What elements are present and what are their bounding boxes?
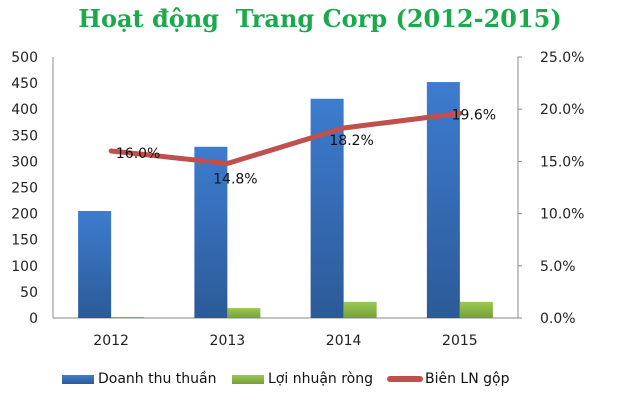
legend-label: Biên LN gộp [425, 371, 510, 387]
legend-item-doanh-thu: Doanh thu thuần [62, 368, 217, 390]
chart-title: Hoạt động Trang Corp (2012-2015) [78, 4, 562, 33]
right-tick-label: 10.0% [540, 207, 584, 223]
x-tick-label: 2013 [210, 333, 246, 349]
x-tick-label: 2015 [442, 333, 478, 349]
left-tick-label: 500 [11, 50, 38, 66]
legend-item-bien-ln: Biên LN gộp [387, 368, 510, 390]
bar-doanh-thu [78, 210, 112, 318]
legend-swatch-green [232, 374, 264, 384]
legend-swatch-blue [62, 374, 94, 384]
data-label: 16.0% [116, 146, 160, 162]
left-tick-label: 0 [29, 311, 38, 327]
bar-doanh-thu [194, 146, 228, 318]
left-tick-label: 100 [11, 259, 38, 275]
data-label: 14.8% [213, 171, 257, 187]
data-label: 19.6% [452, 107, 496, 123]
right-tick-label: 15.0% [540, 154, 584, 170]
left-tick-label: 200 [11, 207, 38, 223]
data-label: 18.2% [329, 133, 373, 149]
left-tick-label: 350 [11, 128, 38, 144]
right-tick-label: 25.0% [540, 50, 584, 66]
legend-swatch-line [387, 376, 423, 382]
left-tick-label: 50 [20, 285, 38, 301]
x-tick-label: 2014 [326, 333, 362, 349]
legend: Doanh thu thuần Lợi nhuận ròng Biên LN g… [0, 368, 640, 390]
left-tick-label: 450 [11, 76, 38, 92]
x-tick-label: 2012 [93, 333, 129, 349]
bar-loi-nhuan [343, 301, 377, 318]
bar-loi-nhuan [111, 316, 145, 318]
left-tick-label: 250 [11, 181, 38, 197]
line-bien-ln-gop [108, 110, 463, 166]
left-tick-label: 400 [11, 102, 38, 118]
legend-label: Doanh thu thuần [98, 371, 217, 387]
legend-label: Lợi nhuận ròng [268, 371, 373, 387]
left-tick-label: 300 [11, 154, 38, 170]
right-tick-label: 5.0% [540, 259, 576, 275]
left-tick-label: 150 [11, 233, 38, 249]
right-tick-label: 20.0% [540, 102, 584, 118]
legend-item-loi-nhuan: Lợi nhuận ròng [232, 368, 373, 390]
bar-loi-nhuan [227, 308, 261, 318]
bar-doanh-thu [426, 82, 460, 318]
bar-loi-nhuan [459, 301, 493, 318]
right-tick-label: 0.0% [540, 311, 576, 327]
